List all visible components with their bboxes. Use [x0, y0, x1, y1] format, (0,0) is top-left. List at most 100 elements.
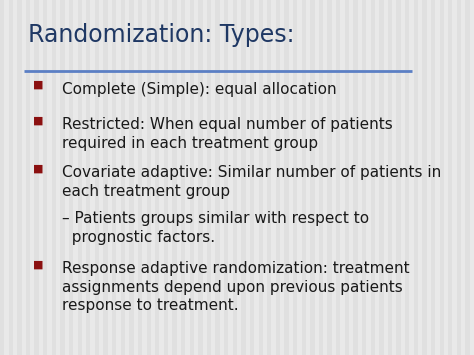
Bar	[26, 0, 30, 355]
Text: ■: ■	[33, 115, 44, 125]
Bar	[224, 0, 228, 355]
Bar	[362, 0, 366, 355]
Bar	[263, 0, 267, 355]
Bar	[220, 0, 224, 355]
Bar	[39, 0, 43, 355]
Bar	[353, 0, 358, 355]
Bar	[216, 0, 220, 355]
Bar	[375, 0, 379, 355]
Bar	[134, 0, 138, 355]
Text: ■: ■	[33, 259, 44, 269]
Bar	[405, 0, 410, 355]
Bar	[250, 0, 254, 355]
Bar	[211, 0, 216, 355]
Text: ■: ■	[33, 163, 44, 173]
Bar	[228, 0, 233, 355]
Bar	[64, 0, 69, 355]
Bar	[73, 0, 78, 355]
Bar	[202, 0, 207, 355]
Bar	[254, 0, 258, 355]
Bar	[9, 0, 13, 355]
Bar	[358, 0, 362, 355]
Bar	[164, 0, 168, 355]
Bar	[310, 0, 315, 355]
Bar	[435, 0, 439, 355]
Bar	[21, 0, 26, 355]
Text: Response adaptive randomization: treatment
assignments depend upon previous pati: Response adaptive randomization: treatme…	[62, 261, 409, 313]
Bar	[272, 0, 276, 355]
Bar	[465, 0, 470, 355]
Bar	[190, 0, 194, 355]
Bar	[306, 0, 310, 355]
Bar	[349, 0, 353, 355]
Text: Randomization: Types:: Randomization: Types:	[28, 23, 295, 47]
Bar	[315, 0, 319, 355]
Bar	[461, 0, 465, 355]
Bar	[168, 0, 173, 355]
Bar	[207, 0, 211, 355]
Bar	[258, 0, 263, 355]
Bar	[396, 0, 401, 355]
Bar	[129, 0, 134, 355]
Bar	[69, 0, 73, 355]
Bar	[328, 0, 332, 355]
Bar	[47, 0, 52, 355]
Bar	[159, 0, 164, 355]
Bar	[410, 0, 414, 355]
Bar	[280, 0, 284, 355]
Bar	[392, 0, 396, 355]
Bar	[78, 0, 82, 355]
Bar	[284, 0, 289, 355]
Text: Covariate adaptive: Similar number of patients in
each treatment group: Covariate adaptive: Similar number of pa…	[62, 165, 441, 199]
Bar	[112, 0, 116, 355]
Bar	[52, 0, 56, 355]
Bar	[276, 0, 280, 355]
Bar	[35, 0, 39, 355]
Bar	[289, 0, 293, 355]
Bar	[146, 0, 151, 355]
Text: Complete (Simple): equal allocation: Complete (Simple): equal allocation	[62, 82, 336, 97]
Bar	[340, 0, 345, 355]
Bar	[4, 0, 9, 355]
Bar	[181, 0, 185, 355]
Bar	[388, 0, 392, 355]
Bar	[233, 0, 237, 355]
Bar	[293, 0, 297, 355]
Bar	[0, 0, 4, 355]
Bar	[414, 0, 418, 355]
Bar	[99, 0, 103, 355]
Bar	[444, 0, 448, 355]
Bar	[366, 0, 371, 355]
Bar	[86, 0, 91, 355]
Bar	[142, 0, 146, 355]
Bar	[418, 0, 422, 355]
Bar	[198, 0, 202, 355]
Bar	[319, 0, 323, 355]
Bar	[241, 0, 246, 355]
Bar	[431, 0, 435, 355]
Bar	[379, 0, 383, 355]
Text: – Patients groups similar with respect to
  prognostic factors.: – Patients groups similar with respect t…	[62, 211, 369, 245]
Bar	[82, 0, 86, 355]
Bar	[173, 0, 177, 355]
Bar	[108, 0, 112, 355]
Bar	[453, 0, 457, 355]
Bar	[267, 0, 272, 355]
Bar	[246, 0, 250, 355]
Bar	[116, 0, 121, 355]
Bar	[151, 0, 155, 355]
Bar	[155, 0, 159, 355]
Bar	[91, 0, 95, 355]
Bar	[237, 0, 241, 355]
Bar	[383, 0, 388, 355]
Bar	[422, 0, 427, 355]
Bar	[332, 0, 336, 355]
Bar	[439, 0, 444, 355]
Bar	[194, 0, 198, 355]
Bar	[30, 0, 35, 355]
Bar	[60, 0, 64, 355]
Bar	[95, 0, 99, 355]
Bar	[401, 0, 405, 355]
Bar	[121, 0, 125, 355]
Bar	[56, 0, 60, 355]
